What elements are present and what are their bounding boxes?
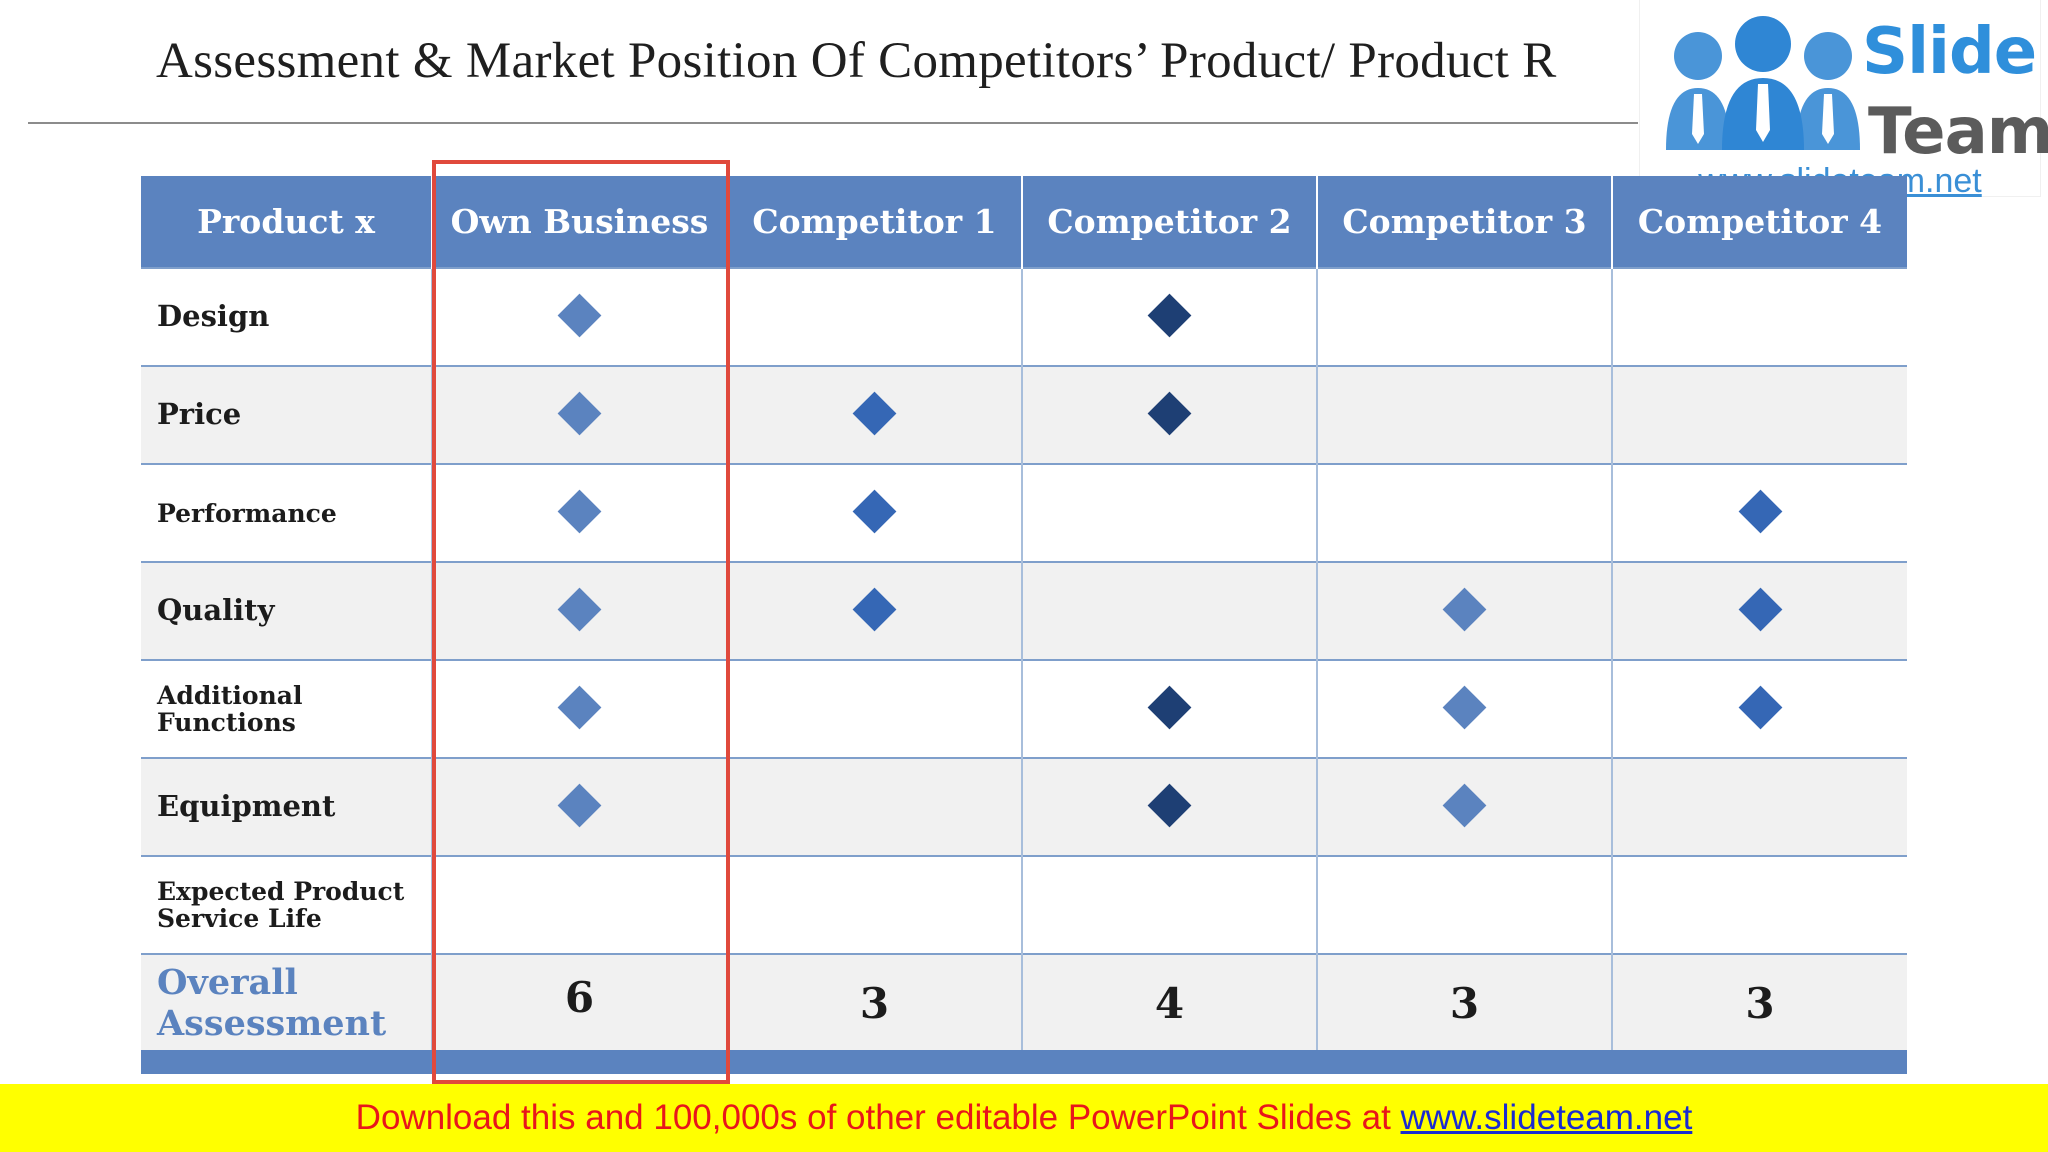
cell — [1611, 659, 1907, 758]
score-own-business: 6 — [564, 973, 595, 1022]
cell — [431, 659, 727, 758]
header-competitor-4: Competitor 4 — [1611, 176, 1907, 268]
cell — [1611, 267, 1907, 366]
logo-word-team: Team — [1868, 95, 2048, 169]
diamond-marker-icon — [1738, 685, 1782, 729]
row-label-service-life: Expected Product Service Life — [157, 877, 405, 933]
diamond-marker-icon — [852, 391, 897, 435]
diamond-marker-icon — [557, 293, 602, 337]
cell — [1611, 561, 1907, 660]
row-label-performance: Performance — [157, 498, 337, 528]
cell — [1316, 855, 1612, 954]
cell — [431, 365, 727, 464]
cell — [1316, 561, 1612, 660]
cell — [1316, 757, 1612, 856]
cell — [1316, 463, 1612, 562]
header-product: Product x — [141, 176, 432, 268]
diamond-marker-icon — [1442, 685, 1487, 729]
diamond-marker-icon — [1147, 783, 1192, 827]
overall-row: Overall Assessment 6 3 4 3 3 — [141, 953, 1907, 1052]
banner-text: Download this and 100,000s of other edit… — [355, 1098, 1401, 1137]
table-row: Price — [141, 365, 1907, 464]
logo-word-slide: Slide — [1862, 15, 2037, 89]
score-competitor-3: 3 — [1449, 979, 1480, 1028]
diamond-marker-icon — [557, 783, 602, 827]
assessment-table: Product x Own Business Competitor 1 Comp… — [141, 176, 1907, 1052]
table-bottom-bar — [141, 1050, 1907, 1074]
header-competitor-3: Competitor 3 — [1316, 176, 1612, 268]
table-row: Design — [141, 267, 1907, 366]
diamond-marker-icon — [1147, 391, 1192, 435]
diamond-marker-icon — [1738, 489, 1782, 533]
cell — [1021, 855, 1317, 954]
diamond-marker-icon — [557, 685, 602, 729]
score-competitor-2: 4 — [1154, 979, 1185, 1028]
row-label-quality: Quality — [157, 593, 275, 628]
header-own-business: Own Business — [431, 176, 727, 268]
table-row: Quality — [141, 561, 1907, 660]
cell — [726, 267, 1022, 366]
header-competitor-1: Competitor 1 — [726, 176, 1022, 268]
table-row: Performance — [141, 463, 1907, 562]
cell — [1021, 365, 1317, 464]
banner-link[interactable]: www.slideteam.net — [1400, 1098, 1693, 1137]
diamond-marker-icon — [1738, 587, 1782, 631]
row-label-additional-functions: Additional Functions — [157, 681, 303, 737]
row-label-design: Design — [157, 299, 270, 334]
diamond-marker-icon — [852, 587, 897, 631]
cell — [726, 463, 1022, 562]
diamond-marker-icon — [852, 489, 897, 533]
diamond-marker-icon — [557, 489, 602, 533]
diamond-marker-icon — [1147, 685, 1192, 729]
cell — [726, 757, 1022, 856]
people-logo-icon — [1666, 16, 1860, 150]
score-competitor-4: 3 — [1745, 979, 1775, 1028]
diamond-marker-icon — [1442, 587, 1487, 631]
cell — [431, 855, 727, 954]
overall-assessment-label: Overall Assessment — [157, 962, 387, 1044]
title-divider — [28, 122, 1638, 124]
cell — [726, 561, 1022, 660]
cell — [1316, 365, 1612, 464]
cell — [1021, 267, 1317, 366]
cell — [431, 561, 727, 660]
cell — [1611, 365, 1907, 464]
cell — [431, 463, 727, 562]
cell — [1611, 855, 1907, 954]
row-label-equipment: Equipment — [157, 789, 336, 824]
diamond-marker-icon — [557, 391, 602, 435]
table-row: Expected Product Service Life — [141, 855, 1907, 954]
score-competitor-1: 3 — [859, 979, 890, 1028]
cell — [431, 267, 727, 366]
cell — [1021, 659, 1317, 758]
diamond-marker-icon — [1442, 783, 1487, 827]
cell — [1611, 757, 1907, 856]
cell — [726, 365, 1022, 464]
table-row: Additional Functions — [141, 659, 1907, 758]
cell — [431, 757, 727, 856]
cell — [1316, 659, 1612, 758]
cell — [726, 855, 1022, 954]
cell — [1611, 463, 1907, 562]
table-header-row: Product x Own Business Competitor 1 Comp… — [141, 176, 1907, 268]
cell — [1316, 267, 1612, 366]
header-competitor-2: Competitor 2 — [1021, 176, 1317, 268]
diamond-marker-icon — [1147, 293, 1192, 337]
slideteam-logo: Slide Team www.slideteam.net — [1640, 0, 2048, 200]
slide-title: Assessment & Market Position Of Competit… — [156, 33, 1557, 89]
cell — [1021, 561, 1317, 660]
row-label-price: Price — [157, 397, 242, 432]
cell — [1021, 757, 1317, 856]
cell — [1021, 463, 1317, 562]
diamond-marker-icon — [557, 587, 602, 631]
table-row: Equipment — [141, 757, 1907, 856]
cell — [726, 659, 1022, 758]
download-banner: Download this and 100,000s of other edit… — [0, 1084, 2048, 1152]
